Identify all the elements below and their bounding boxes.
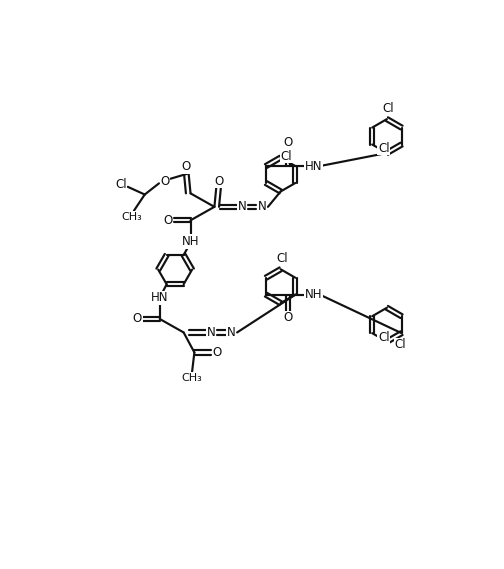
Text: O: O — [213, 346, 222, 359]
Text: O: O — [214, 175, 223, 188]
Text: O: O — [133, 312, 142, 325]
Text: O: O — [160, 175, 169, 188]
Text: CH₃: CH₃ — [121, 212, 142, 222]
Text: Cl: Cl — [280, 150, 292, 163]
Text: NH: NH — [305, 288, 323, 301]
Text: O: O — [164, 214, 173, 227]
Text: O: O — [181, 160, 191, 173]
Text: Cl: Cl — [394, 338, 406, 351]
Text: Cl: Cl — [378, 331, 390, 344]
Text: NH: NH — [182, 235, 199, 248]
Text: Cl: Cl — [276, 252, 288, 265]
Text: O: O — [284, 311, 293, 324]
Text: Cl: Cl — [115, 178, 127, 191]
Text: CH₃: CH₃ — [181, 373, 202, 383]
Text: O: O — [284, 137, 293, 150]
Text: N: N — [207, 326, 216, 339]
Text: N: N — [238, 200, 246, 213]
Text: N: N — [258, 200, 267, 213]
Text: Cl: Cl — [378, 142, 390, 155]
Text: HN: HN — [305, 159, 323, 172]
Text: N: N — [227, 326, 236, 339]
Text: HN: HN — [151, 291, 168, 304]
Text: Cl: Cl — [383, 102, 394, 115]
